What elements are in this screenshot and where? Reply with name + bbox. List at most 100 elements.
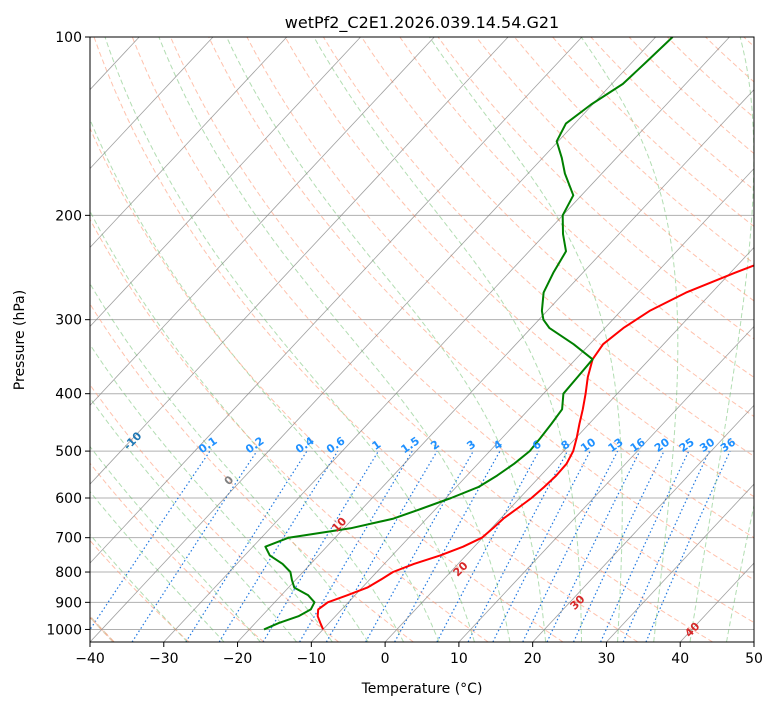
- y-tick-label: 700: [55, 531, 82, 547]
- isotherm-line: [679, 562, 754, 642]
- isopleth-labels: 0.10.20.40.611.52346810131620253036-100-…: [41, 401, 738, 640]
- y-axis: 1000 900 800 700 600 500 400 300 200 100: [46, 30, 90, 638]
- y-tick-label: 300: [55, 313, 82, 329]
- x-tick-label: −10: [297, 651, 327, 667]
- dry-adiabat-line: [590, 37, 754, 191]
- moist-adiabat-line: [90, 118, 440, 642]
- dry-adiabat-line: [246, 37, 754, 539]
- mixing-ratio-line: [645, 450, 731, 642]
- mixing-ratio-label: 6: [530, 438, 544, 453]
- moist-adiabat-line: [726, 503, 754, 642]
- dry-adiabat-label: 20: [451, 559, 471, 579]
- mixing-ratio-line: [262, 450, 380, 642]
- isotherm-line: [90, 37, 583, 564]
- moist-adiabat-line: [313, 37, 582, 642]
- y-tick-label: 600: [55, 491, 82, 507]
- dry-adiabats: [90, 37, 754, 642]
- mixing-ratio-label: 30: [697, 435, 717, 455]
- moist-adiabats: [90, 37, 754, 642]
- isotherm-line: [532, 404, 754, 642]
- mixing-ratio-line: [365, 450, 474, 642]
- moist-adiabat-line: [226, 37, 547, 642]
- moist-adiabat-line: [104, 37, 475, 642]
- isotherm-line: [0, 37, 66, 642]
- temperature-line: [316, 264, 754, 630]
- x-tick-label: −30: [149, 651, 179, 667]
- isotherm-line: [90, 37, 361, 327]
- mixing-ratio-label: 0.4: [293, 434, 317, 456]
- x-tick-label: −20: [223, 651, 253, 667]
- dry-adiabat-line: [90, 539, 190, 642]
- dry-adiabat-line: [361, 37, 754, 418]
- x-tick-label: 50: [745, 651, 763, 667]
- isotherm-line: [90, 37, 214, 170]
- dry-adiabat-line: [93, 37, 639, 642]
- y-tick-label: 500: [55, 444, 82, 460]
- isotherm-line: [90, 37, 435, 406]
- mixing-ratio-label: 1: [370, 438, 384, 453]
- dry-adiabat-line: [208, 37, 754, 581]
- mixing-ratio-line: [90, 450, 211, 631]
- x-tick-label: 20: [524, 651, 542, 667]
- dry-adiabat-line: [628, 37, 754, 155]
- dry-adiabat-line: [90, 462, 265, 642]
- isotherm-line: [90, 37, 656, 642]
- moist-adiabat-line: [90, 282, 369, 642]
- dry-adiabat-label: 30: [568, 592, 588, 612]
- x-axis: −40 −30 −20 −10 0 10 20 30 40 50: [75, 642, 763, 667]
- moist-adiabat-line: [90, 445, 261, 642]
- dry-adiabat-line: [90, 127, 564, 642]
- dry-adiabat-line: [90, 218, 489, 642]
- isotherm-line: [384, 246, 754, 642]
- dry-adiabat-line: [284, 37, 754, 498]
- mixing-ratio-label: 0.1: [196, 434, 219, 456]
- isotherm-line: [163, 37, 730, 642]
- sounding-series: [263, 37, 754, 631]
- x-axis-title: Temperature (°C): [361, 681, 483, 697]
- dry-adiabat-line: [704, 37, 754, 83]
- dry-adiabat-line: [551, 37, 754, 228]
- mixing-ratio-line: [299, 450, 413, 642]
- y-tick-label: 400: [55, 387, 82, 403]
- x-tick-label: 40: [671, 651, 689, 667]
- isotherms: [0, 37, 754, 642]
- mixing-ratio-line: [394, 450, 501, 642]
- mixing-ratio-line: [522, 450, 619, 642]
- moist-adiabat-line: [90, 490, 225, 642]
- isotherm-line: [90, 37, 288, 249]
- mixing-ratio-line: [436, 450, 540, 642]
- y-tick-label: 900: [55, 595, 82, 611]
- dry-adiabat-line: [169, 37, 754, 624]
- mixing-ratio-label: 8: [559, 438, 573, 453]
- plot-frame: [89, 36, 755, 643]
- mixing-ratio-line: [492, 450, 591, 642]
- moist-adiabat-line: [580, 37, 679, 642]
- dry-adiabat-label: 0: [222, 473, 237, 488]
- dry-adiabat-line: [399, 37, 754, 378]
- mixing-ratio-line: [185, 450, 308, 642]
- chart-title: wetPf2_C2E1.2026.039.14.54.G21: [285, 13, 559, 33]
- isotherm-line: [237, 89, 754, 642]
- y-tick-label: 100: [55, 30, 82, 46]
- isotherm-line: [311, 167, 754, 642]
- y-tick-label: 800: [55, 565, 82, 581]
- mixing-ratio-label: 0.6: [324, 434, 348, 456]
- mixing-ratio-label: 1.5: [399, 434, 422, 456]
- dry-adiabat-line: [131, 37, 713, 642]
- dry-adiabat-label: -20: [41, 401, 64, 424]
- mixing-ratio-line: [622, 450, 710, 642]
- moist-adiabat-line: [90, 397, 297, 642]
- mixing-ratio-label: 3: [464, 438, 478, 453]
- x-tick-label: 30: [598, 651, 616, 667]
- mixing-ratio-label: 0.2: [243, 434, 266, 456]
- moist-adiabat-line: [90, 533, 188, 642]
- isotherm-line: [90, 37, 509, 485]
- x-tick-label: 10: [450, 651, 468, 667]
- dry-adiabat-line: [90, 383, 339, 642]
- mixing-ratio-label: 20: [652, 435, 672, 455]
- plot-area: 0.10.20.40.611.52346810131620253036-100-…: [0, 37, 754, 642]
- moist-adiabat-line: [158, 37, 511, 642]
- mixing-ratio-label: 16: [628, 435, 648, 455]
- isotherm-line: [606, 483, 754, 642]
